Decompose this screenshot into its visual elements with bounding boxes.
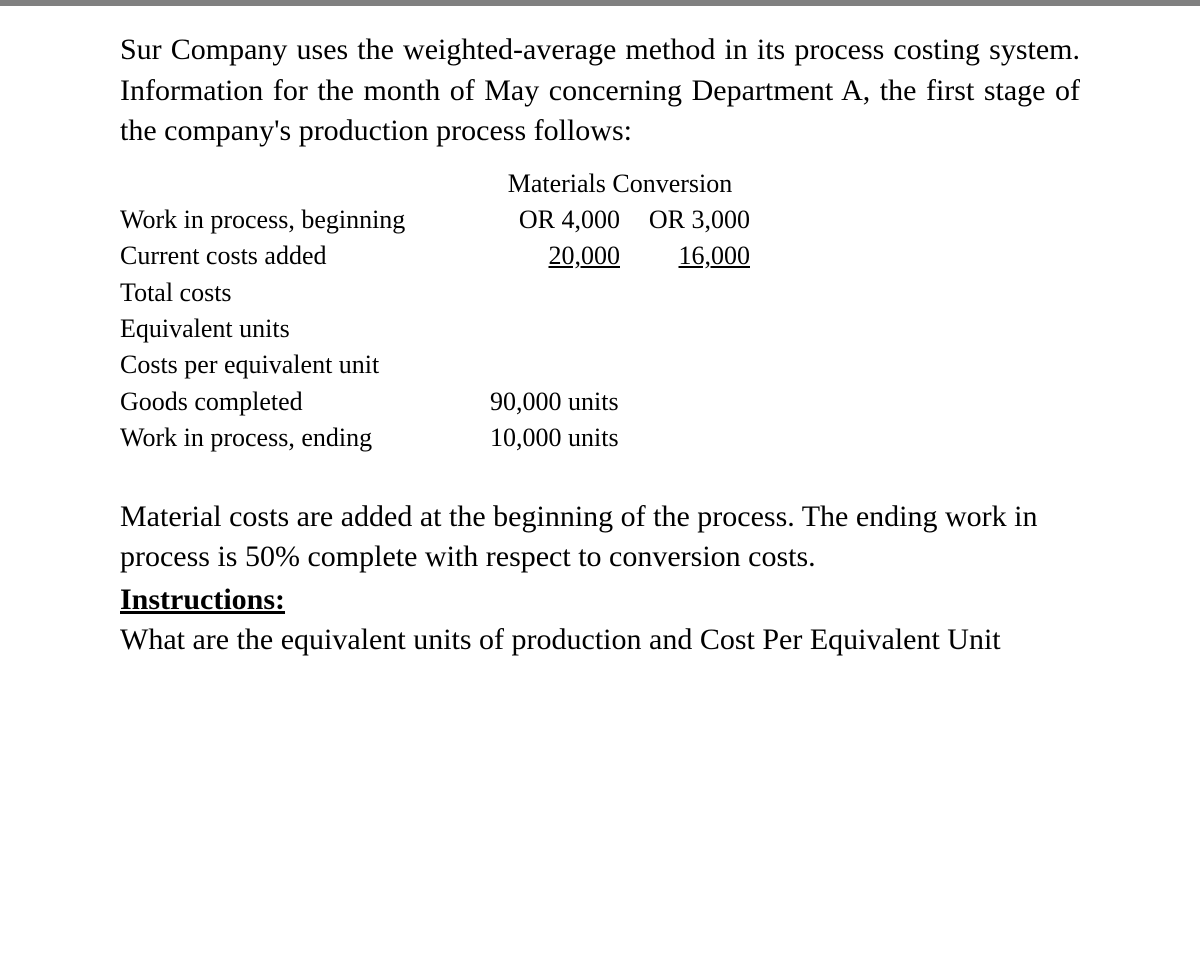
units-row: Goods completed 90,000 units [120, 384, 1080, 420]
table-row: Costs per equivalent unit [120, 347, 1080, 383]
header-conversion: Conversion [612, 169, 732, 198]
row-conversion: OR 3,000 [620, 202, 750, 238]
row-conversion [620, 275, 750, 311]
row-materials: OR 4,000 [490, 202, 620, 238]
row-label: Equivalent units [120, 311, 490, 347]
intro-paragraph: Sur Company uses the weighted-average me… [120, 30, 1080, 152]
row-materials: 20,000 [490, 238, 620, 274]
row-conversion: 16,000 [620, 238, 750, 274]
row-conversion [620, 311, 750, 347]
top-gray-bar [0, 0, 1200, 6]
row-materials [490, 347, 620, 383]
row-materials [490, 311, 620, 347]
question-text: What are the equivalent units of product… [120, 620, 1080, 661]
row-label: Work in process, beginning [120, 202, 490, 238]
row-label: Total costs [120, 275, 490, 311]
table-row: Equivalent units [120, 311, 1080, 347]
units-row: Work in process, ending 10,000 units [120, 420, 1080, 456]
paragraph-materials-note: Material costs are added at the beginnin… [120, 497, 1080, 578]
table-header-row: Materials Conversion [120, 166, 1080, 202]
row-label: Costs per equivalent unit [120, 347, 490, 383]
table-row: Work in process, beginning OR 4,000 OR 3… [120, 202, 1080, 238]
row-label: Goods completed [120, 384, 490, 420]
table-row: Current costs added 20,000 16,000 [120, 238, 1080, 274]
instructions-heading: Instructions: [120, 580, 1080, 621]
header-blank [120, 166, 490, 202]
row-units: 90,000 units [490, 384, 750, 420]
table-row: Total costs [120, 275, 1080, 311]
header-materials: Materials [508, 169, 606, 198]
row-label: Current costs added [120, 238, 490, 274]
row-materials [490, 275, 620, 311]
row-label: Work in process, ending [120, 420, 490, 456]
row-conversion [620, 347, 750, 383]
row-units: 10,000 units [490, 420, 750, 456]
cost-table: Materials Conversion Work in process, be… [120, 166, 1080, 457]
header-materials-conversion: Materials Conversion [490, 166, 750, 202]
